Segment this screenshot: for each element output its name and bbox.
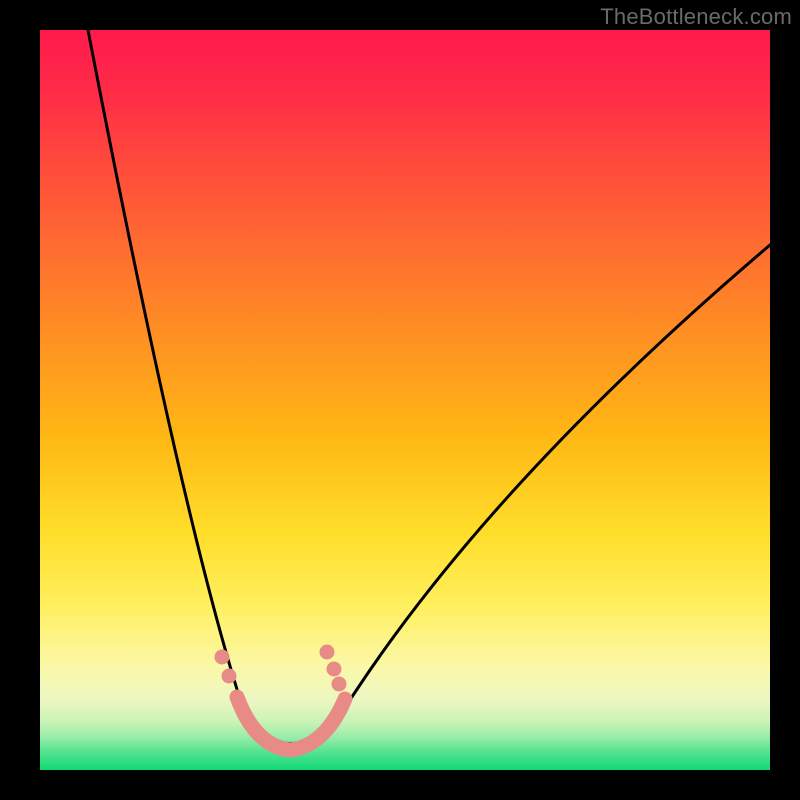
bottleneck-curve-chart — [0, 0, 800, 800]
threshold-marker — [222, 669, 237, 684]
threshold-marker — [320, 645, 335, 660]
threshold-marker — [215, 650, 230, 665]
threshold-marker — [332, 677, 347, 692]
threshold-marker — [327, 662, 342, 677]
chart-stage: TheBottleneck.com — [0, 0, 800, 800]
chart-gradient-bg — [40, 30, 770, 770]
watermark-label: TheBottleneck.com — [600, 4, 792, 30]
